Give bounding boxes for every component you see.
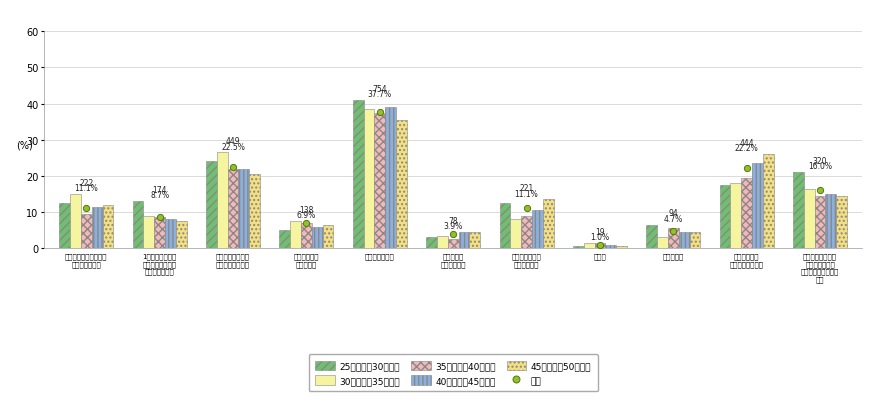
Bar <box>543 200 554 249</box>
Bar <box>176 221 187 249</box>
Text: 138: 138 <box>299 205 313 214</box>
Bar <box>803 189 815 249</box>
Bar <box>143 216 154 249</box>
Text: 3.9%: 3.9% <box>444 222 463 231</box>
Text: 444: 444 <box>739 139 754 148</box>
Bar <box>59 203 70 249</box>
Bar <box>730 184 741 249</box>
Text: 754: 754 <box>372 85 387 93</box>
Bar <box>668 229 678 249</box>
Text: 78: 78 <box>449 216 458 225</box>
Bar <box>500 203 510 249</box>
Bar <box>573 247 583 249</box>
Text: 221: 221 <box>519 184 533 192</box>
Text: 1.0%: 1.0% <box>590 233 610 241</box>
Bar <box>92 207 103 249</box>
Text: 11.1%: 11.1% <box>75 184 99 192</box>
Bar <box>605 245 616 249</box>
Bar <box>616 247 627 249</box>
Bar <box>763 155 774 249</box>
Bar <box>216 153 228 249</box>
Text: 16.0%: 16.0% <box>808 162 832 171</box>
Bar <box>249 175 260 249</box>
Text: 174: 174 <box>152 186 167 194</box>
Text: 8.7%: 8.7% <box>150 191 169 200</box>
Bar <box>532 211 543 249</box>
Bar <box>353 101 363 249</box>
Text: 19: 19 <box>595 227 605 236</box>
Bar <box>583 243 595 249</box>
Bar <box>521 216 532 249</box>
Bar <box>301 223 312 249</box>
Bar <box>510 220 521 249</box>
Bar <box>385 108 396 249</box>
Bar <box>280 231 290 249</box>
Bar <box>836 196 847 249</box>
Text: 94: 94 <box>669 209 678 218</box>
Text: 22.2%: 22.2% <box>735 144 759 153</box>
Y-axis label: (%): (%) <box>17 140 33 150</box>
Bar <box>290 221 301 249</box>
Bar <box>154 218 165 249</box>
Bar <box>595 243 605 249</box>
Bar <box>741 178 752 249</box>
Bar <box>70 194 81 249</box>
Bar <box>815 196 825 249</box>
Bar <box>312 227 323 249</box>
Text: 320: 320 <box>813 157 827 166</box>
Bar <box>323 225 334 249</box>
Text: 449: 449 <box>226 137 240 146</box>
Bar <box>646 225 657 249</box>
Bar <box>426 238 437 249</box>
Bar <box>103 205 114 249</box>
Bar <box>363 109 374 249</box>
Bar <box>825 194 836 249</box>
Bar <box>469 232 480 249</box>
Bar <box>228 169 238 249</box>
Bar <box>458 232 469 249</box>
Bar <box>720 185 730 249</box>
Text: 6.9%: 6.9% <box>297 211 316 220</box>
Bar <box>238 169 249 249</box>
Bar <box>133 202 143 249</box>
Bar <box>752 164 763 249</box>
Bar <box>690 232 700 249</box>
Text: 37.7%: 37.7% <box>368 90 392 99</box>
Bar <box>793 173 803 249</box>
Bar <box>678 232 690 249</box>
Bar <box>448 239 458 249</box>
Text: 222: 222 <box>79 178 93 187</box>
Legend: 25歳以上、30歳未満, 30歳以上、35歳未満, 35歳以上、40歳未満, 40歳以上、45歳未満, 45歳以上、50歳未満, 全体: 25歳以上、30歳未満, 30歳以上、35歳未満, 35歳以上、40歳未満, 4… <box>309 354 598 391</box>
Bar <box>396 120 407 249</box>
Bar <box>437 236 448 249</box>
Bar <box>374 113 385 249</box>
Bar <box>81 214 92 249</box>
Bar <box>165 220 176 249</box>
Text: 4.7%: 4.7% <box>664 215 683 223</box>
Bar <box>657 238 668 249</box>
Text: 22.5%: 22.5% <box>221 142 245 151</box>
Text: 11.1%: 11.1% <box>515 189 539 198</box>
Bar <box>206 162 216 249</box>
